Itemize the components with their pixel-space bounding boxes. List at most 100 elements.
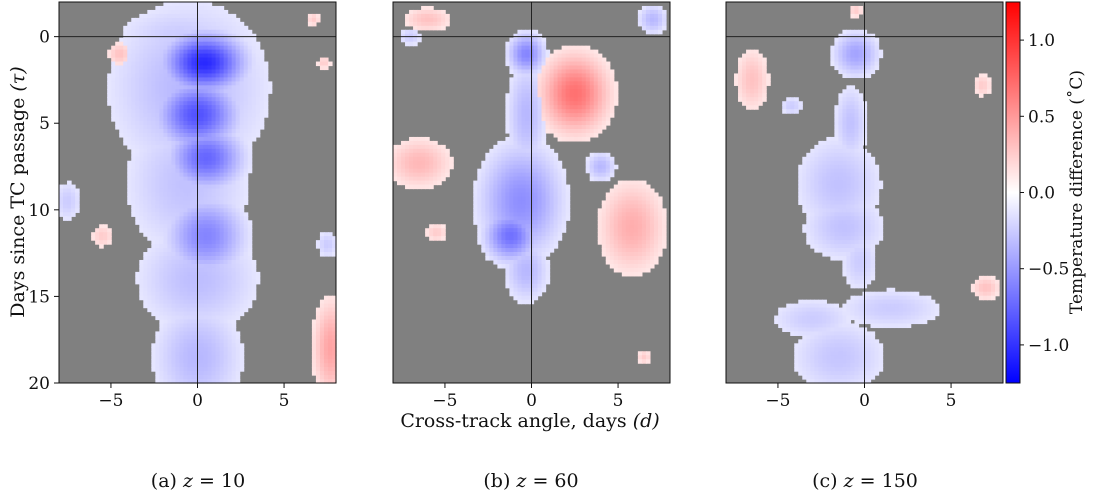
heatmap-cell bbox=[545, 240, 551, 245]
heatmap-cell bbox=[513, 216, 519, 221]
heatmap-cell bbox=[123, 113, 128, 118]
heatmap-cell bbox=[573, 61, 579, 67]
heatmap-cell bbox=[541, 148, 547, 154]
heatmap-cell bbox=[323, 65, 329, 71]
heatmap-cell bbox=[517, 148, 523, 154]
heatmap-cell bbox=[243, 263, 249, 269]
heatmap-cell bbox=[163, 212, 168, 217]
heatmap-cell bbox=[251, 136, 257, 142]
heatmap-cell bbox=[397, 176, 402, 182]
heatmap-cell bbox=[139, 279, 144, 285]
heatmap-cell bbox=[433, 156, 438, 162]
heatmap-cell bbox=[219, 208, 225, 213]
heatmap-cell bbox=[501, 156, 506, 162]
heatmap-cell bbox=[127, 101, 132, 106]
heatmap-cell bbox=[191, 287, 197, 293]
heatmap-cell bbox=[163, 89, 168, 94]
heatmap-cell bbox=[533, 204, 539, 209]
heatmap-cell bbox=[557, 200, 563, 206]
heatmap-cell bbox=[219, 53, 225, 59]
heatmap-cell bbox=[541, 93, 547, 98]
heatmap-cell bbox=[151, 156, 156, 162]
heatmap-cell bbox=[247, 303, 253, 309]
heatmap-cell bbox=[433, 148, 438, 154]
heatmap-cell bbox=[481, 184, 486, 190]
heatmap-cell bbox=[597, 73, 603, 79]
heatmap-cell bbox=[597, 117, 603, 122]
heatmap-cell bbox=[155, 73, 160, 79]
heatmap-cell bbox=[247, 121, 253, 126]
heatmap-cell bbox=[521, 244, 527, 249]
heatmap-cell bbox=[255, 41, 261, 47]
heatmap-cell bbox=[573, 65, 579, 71]
heatmap-cell bbox=[67, 204, 72, 209]
heatmap-cell bbox=[525, 244, 531, 249]
heatmap-cell bbox=[107, 101, 112, 106]
heatmap-cell bbox=[521, 101, 527, 106]
heatmap-cell bbox=[525, 29, 531, 35]
heatmap-cell bbox=[319, 65, 325, 71]
heatmap-cell bbox=[167, 327, 172, 333]
heatmap-cell bbox=[243, 144, 249, 150]
heatmap-cell bbox=[187, 379, 193, 384]
heatmap-cell bbox=[549, 61, 555, 67]
heatmap-cell bbox=[227, 17, 233, 23]
heatmap-cell bbox=[163, 113, 168, 118]
heatmap-cell bbox=[243, 85, 249, 90]
heatmap-cell bbox=[223, 13, 229, 19]
heatmap-cell bbox=[135, 17, 140, 23]
heatmap-cell bbox=[601, 216, 607, 221]
heatmap-cell bbox=[501, 188, 506, 194]
heatmap-cell bbox=[159, 73, 164, 79]
heatmap-cell bbox=[207, 105, 213, 110]
heatmap-cell bbox=[167, 196, 172, 202]
heatmap-cell bbox=[255, 125, 261, 130]
heatmap-cell bbox=[203, 351, 209, 356]
heatmap-cell bbox=[211, 69, 217, 75]
heatmap-cell bbox=[393, 148, 398, 154]
heatmap-cell bbox=[405, 29, 410, 35]
heatmap-cell bbox=[231, 303, 237, 309]
heatmap-cell bbox=[135, 216, 140, 221]
heatmap-cell bbox=[163, 363, 168, 368]
heatmap-cell bbox=[183, 291, 189, 297]
heatmap-cell bbox=[501, 152, 506, 158]
heatmap-cell bbox=[155, 228, 160, 233]
heatmap-cell bbox=[179, 248, 185, 253]
heatmap-cell bbox=[441, 168, 446, 174]
heatmap-cell bbox=[549, 228, 555, 233]
heatmap-cell bbox=[151, 363, 156, 368]
heatmap-cell bbox=[429, 168, 434, 174]
heatmap-cell bbox=[207, 109, 213, 114]
heatmap-cell bbox=[183, 315, 189, 321]
heatmap-cell bbox=[167, 355, 172, 360]
heatmap-cell bbox=[203, 125, 209, 130]
heatmap-cell bbox=[187, 347, 193, 352]
heatmap-cell bbox=[151, 283, 156, 289]
heatmap-cell bbox=[569, 85, 575, 90]
heatmap-cell bbox=[397, 156, 402, 162]
heatmap-cell bbox=[243, 101, 249, 106]
heatmap-cell bbox=[159, 200, 164, 206]
heatmap-cell bbox=[159, 355, 164, 360]
heatmap-cell bbox=[243, 192, 249, 198]
heatmap-cell bbox=[191, 172, 197, 178]
heatmap-cell bbox=[545, 204, 551, 209]
heatmap-cell bbox=[493, 168, 498, 174]
heatmap-cell bbox=[311, 363, 317, 368]
heatmap-cell bbox=[219, 287, 225, 293]
heatmap-cell bbox=[525, 93, 531, 98]
heatmap-cell bbox=[331, 355, 337, 360]
heatmap-cell bbox=[191, 144, 197, 150]
heatmap-cell bbox=[319, 375, 325, 380]
heatmap-cell bbox=[215, 85, 221, 90]
heatmap-cell bbox=[163, 299, 168, 305]
heatmap-cell bbox=[561, 89, 567, 94]
heatmap-cell bbox=[513, 37, 519, 43]
heatmap-cell bbox=[243, 196, 249, 202]
heatmap-cell bbox=[565, 85, 571, 90]
heatmap-cell bbox=[561, 212, 567, 217]
heatmap-cell bbox=[211, 236, 217, 241]
heatmap-cell bbox=[231, 132, 237, 138]
heatmap-cell bbox=[561, 61, 567, 67]
